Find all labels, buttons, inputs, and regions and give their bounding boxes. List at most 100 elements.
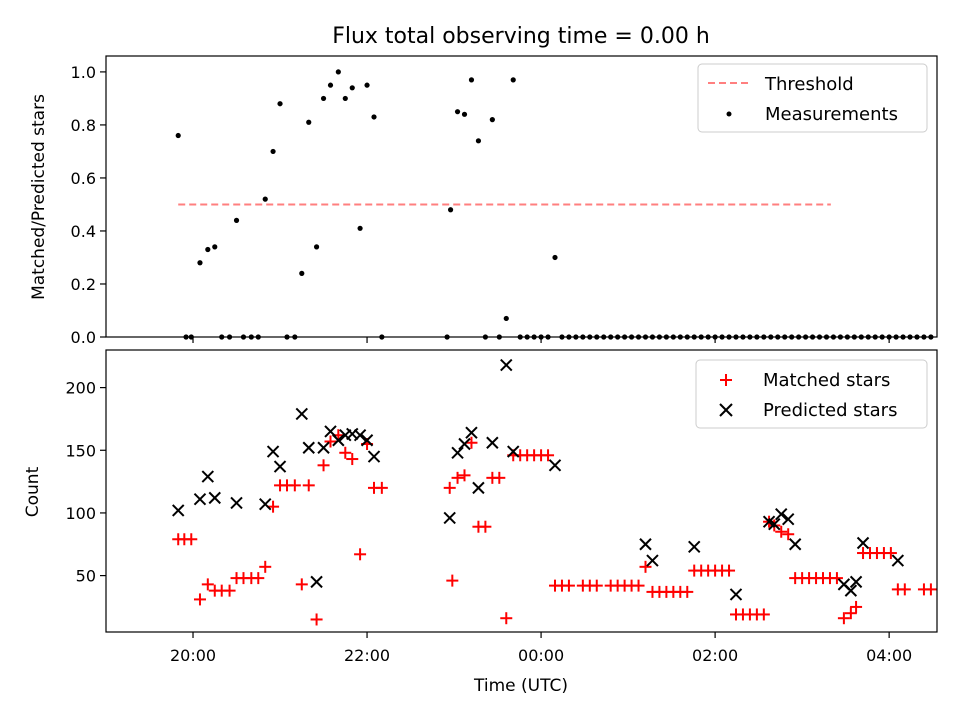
matched-stars-point: [757, 608, 770, 621]
predicted-stars-point: [500, 358, 513, 372]
measurements-point: [270, 148, 276, 155]
predicted-stars-point: [310, 575, 323, 589]
matched-stars-point: [443, 481, 456, 494]
matched-stars-point: [339, 446, 352, 459]
top-y-tick-label: 0.0: [71, 328, 96, 347]
predicted-stars-point: [443, 511, 456, 525]
bottom-legend-frame: [695, 359, 928, 429]
predicted-stars-point: [472, 481, 485, 495]
top-y-tick-label: 1.0: [71, 63, 96, 82]
measurements-point: [475, 138, 482, 144]
measurements-point: [552, 254, 558, 261]
predicted-stars-point: [729, 588, 743, 601]
measurements-point: [205, 246, 211, 253]
matched-stars-point: [185, 533, 198, 546]
measurements-point: [349, 85, 355, 91]
matched-stars-point: [632, 579, 645, 592]
matched-stars-point: [446, 574, 459, 587]
predicted-stars-point: [458, 437, 471, 451]
measurements-point: [313, 244, 320, 250]
matched-stars-point: [317, 459, 330, 472]
matched-stars-point: [782, 528, 795, 541]
top-y-tick-label: 0.4: [71, 222, 96, 241]
predicted-stars-point: [465, 426, 478, 439]
predicted-stars-point: [295, 407, 308, 421]
predicted-stars-point: [259, 497, 272, 511]
bottom-y-tick-label: 150: [65, 441, 96, 460]
measurements-point: [175, 132, 181, 139]
bottom-x-tick-label: 00:00: [518, 646, 564, 665]
bottom-x-tick-label: 20:00: [170, 646, 216, 665]
measurements-point: [327, 82, 334, 88]
figure-title: Flux total observing time = 0.00 h: [332, 24, 710, 49]
top-y-tick-label: 0.6: [71, 169, 96, 188]
matched-stars-point: [850, 600, 863, 613]
legend-matched-label: Matched stars: [763, 370, 890, 391]
predicted-stars-point: [507, 445, 520, 458]
matched-stars-point: [346, 453, 359, 466]
measurements-point: [197, 260, 203, 266]
measurements-point: [461, 111, 468, 117]
predicted-stars-point: [856, 536, 870, 550]
top-y-ticks: 0.0 0.2 0.4 0.6 0.8 1.0: [71, 63, 106, 347]
predicted-stars-point: [193, 492, 207, 506]
legend-predicted-label: Predicted stars: [763, 400, 897, 421]
matched-stars-point: [837, 612, 850, 625]
predicted-stars-point: [768, 518, 781, 531]
predicted-stars-point: [788, 538, 802, 551]
top-axes-frame: [105, 55, 938, 338]
measurements-point: [306, 119, 312, 125]
top-x-ticks: [192, 337, 890, 343]
matched-stars-point: [898, 583, 911, 596]
bottom-y-ticks: 50 100 150 200: [65, 379, 106, 586]
legend-predicted-swatch: [719, 403, 733, 417]
matched-stars-point: [542, 449, 555, 462]
matched-stars-point: [193, 593, 206, 606]
matched-stars-point: [562, 579, 575, 592]
matched-stars-point: [775, 525, 788, 538]
top-legend: Threshold Measurements: [697, 63, 928, 133]
measurements-point: [262, 196, 268, 202]
measurements-point: [335, 69, 341, 75]
matched-stars-point: [830, 572, 843, 585]
matched-stars-point: [479, 520, 492, 533]
top-y-tick-label: 0.8: [71, 116, 96, 135]
predicted-stars-point: [332, 434, 345, 447]
legend-matched-swatch: [720, 374, 732, 386]
matched-stars-point: [458, 469, 471, 482]
matched-stars-point: [259, 560, 272, 573]
matched-stars-point: [302, 479, 315, 492]
matched-stars-point: [354, 548, 367, 561]
bottom-plot-marks: [172, 358, 937, 626]
matched-stars-point: [324, 435, 337, 448]
matched-stars-point: [252, 572, 265, 585]
bottom-y-tick-label: 100: [65, 504, 96, 523]
measurements-point: [299, 270, 305, 276]
predicted-stars-point: [849, 575, 863, 589]
predicted-stars-point: [646, 554, 659, 567]
predicted-stars-point: [230, 496, 243, 510]
predicted-stars-point: [266, 445, 280, 458]
top-panel: 0.0 0.2 0.4 0.6 0.8 1.0 Matched/Predicted sta…: [29, 55, 938, 347]
matched-stars-point: [723, 564, 736, 577]
measurements-point: [233, 217, 240, 223]
matched-stars-point: [295, 578, 308, 591]
predicted-stars-point: [639, 538, 652, 551]
predicted-stars-point: [273, 460, 287, 473]
bottom-legend: Matched stars Predicted stars: [695, 359, 928, 429]
matched-stars-point: [310, 613, 323, 626]
bottom-x-axis-label: Time (UTC): [473, 676, 568, 696]
legend-measurements-swatch: [726, 111, 732, 117]
predicted-stars-point: [688, 540, 701, 553]
predicted-stars-point: [781, 512, 795, 526]
bottom-x-tick-label: 02:00: [692, 646, 738, 665]
matched-stars-point: [884, 547, 897, 560]
matched-stars-point: [288, 479, 301, 492]
bottom-y-axis-label: Count: [23, 466, 43, 517]
measurements-point: [277, 101, 283, 107]
predicted-stars-point: [208, 491, 221, 505]
predicted-stars-point: [201, 470, 215, 483]
measurements-point: [342, 95, 348, 102]
